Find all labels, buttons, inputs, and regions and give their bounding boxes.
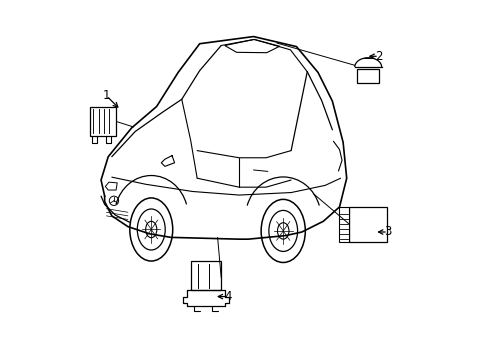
Text: 1: 1: [102, 89, 110, 102]
Text: 3: 3: [384, 225, 391, 238]
FancyBboxPatch shape: [339, 207, 348, 242]
FancyBboxPatch shape: [348, 207, 386, 242]
FancyBboxPatch shape: [190, 261, 221, 290]
FancyBboxPatch shape: [89, 107, 116, 136]
FancyBboxPatch shape: [357, 69, 378, 83]
Text: 4: 4: [224, 290, 232, 303]
Text: 2: 2: [374, 50, 382, 63]
